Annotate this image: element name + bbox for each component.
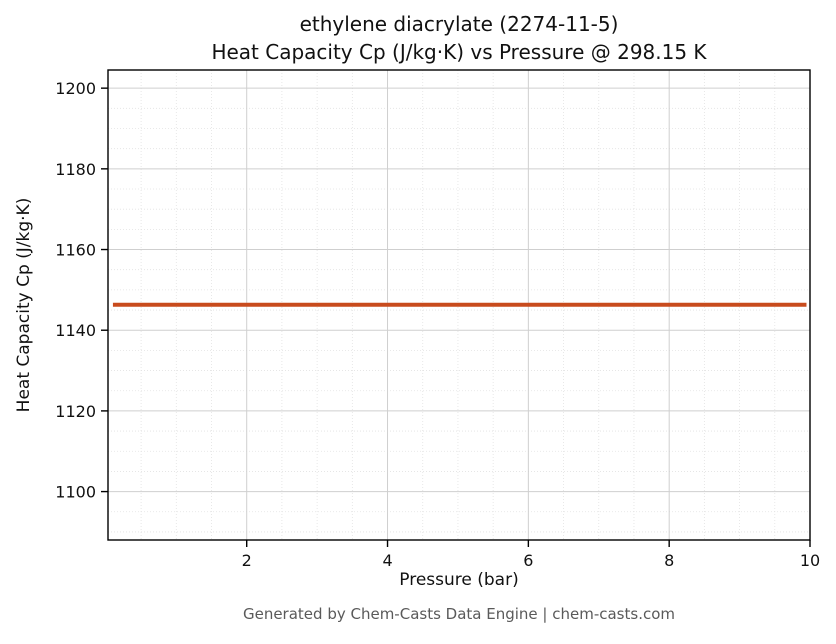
y-tick-label: 1200 — [55, 79, 96, 98]
x-axis-label: Pressure (bar) — [399, 570, 519, 590]
y-tick-label: 1140 — [55, 321, 96, 340]
axes-border — [107, 69, 811, 541]
footer-attribution: Generated by Chem-Casts Data Engine | ch… — [242, 605, 676, 623]
x-tick-label: 10 — [800, 551, 820, 570]
y-tick-label: 1160 — [55, 241, 96, 260]
y-tick-label: 1120 — [55, 402, 96, 421]
chart-title-line2: Heat Capacity Cp (J/kg·K) vs Pressure @ … — [211, 40, 707, 64]
y-tick-label: 1100 — [55, 483, 96, 502]
x-tick-label: 6 — [523, 551, 533, 570]
x-tick-label: 4 — [382, 551, 392, 570]
y-axis-label: Heat Capacity Cp (J/kg·K) — [14, 197, 34, 413]
y-tick-label: 1180 — [55, 160, 96, 179]
x-tick-label: 2 — [242, 551, 252, 570]
chart-title: ethylene diacrylate (2274-11-5) Heat Cap… — [108, 10, 810, 66]
x-tick-label: 8 — [664, 551, 674, 570]
chart-title-line1: ethylene diacrylate (2274-11-5) — [299, 12, 619, 36]
